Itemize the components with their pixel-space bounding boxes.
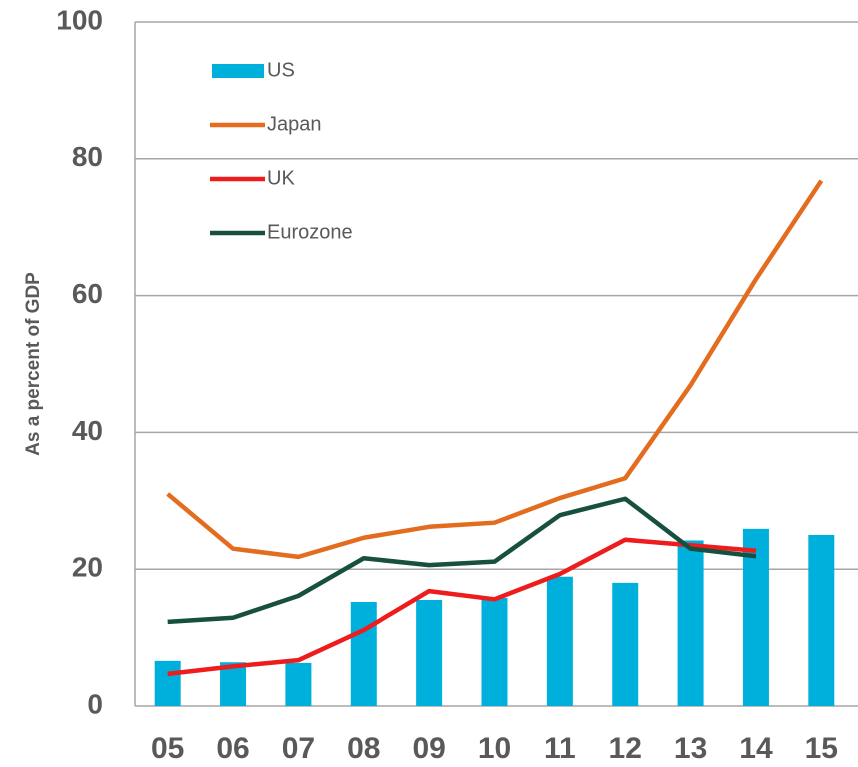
y-tick-label: 100 [56,4,103,35]
bar [481,597,508,706]
x-tick-label: 07 [282,732,315,765]
y-tick-label: 80 [72,141,103,172]
legend-label: UK [267,167,295,189]
x-tick-label: 13 [674,732,707,765]
bar [285,662,312,706]
x-tick-label: 12 [609,732,642,765]
x-tick-label: 10 [478,732,511,765]
y-tick-label: 40 [72,415,103,446]
x-tick-label: 14 [739,732,773,765]
bar [350,602,377,706]
bar [154,660,181,706]
y-tick-label: 60 [72,278,103,309]
x-tick-label: 09 [412,732,445,765]
line [167,537,757,677]
line [166,179,824,560]
y-axis-label: As a percent of GDP [23,272,44,456]
y-tick-label: 20 [72,552,103,583]
line [167,496,757,625]
y-tick-label: 0 [87,688,103,719]
x-tick-label: 11 [544,732,576,765]
bar [808,535,835,706]
bar [677,540,704,706]
x-tick-label: 08 [347,732,380,765]
bar [546,576,573,706]
bar [742,528,769,706]
x-tick-label: 05 [151,732,184,765]
legend-label: US [267,59,295,81]
legend-label: Eurozone [267,221,353,243]
x-tick-label: 06 [216,732,249,765]
legend-label: Japan [267,113,322,135]
bar [612,582,639,706]
x-tick-label: 15 [805,732,838,765]
bar [416,599,443,706]
legend-swatch [212,64,264,78]
